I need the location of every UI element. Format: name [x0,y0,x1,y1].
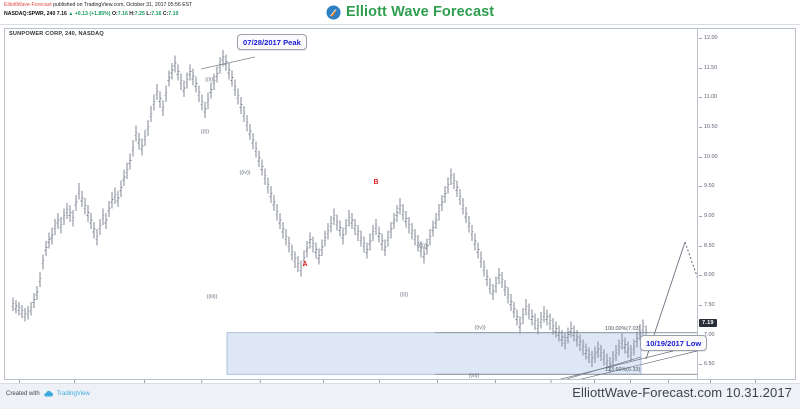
open-label: O: [111,11,118,17]
callout-peak[interactable]: 07/28/2017 Peak [237,34,307,50]
change-value: +0.13 (+1.85%) [74,11,111,17]
fib-level-label: 100.00%(7.03) [605,325,641,332]
site-stamp: ElliottWave-Forecast.com 10.31.2017 [572,385,792,400]
last-price-tag: 7.19 [699,319,717,328]
y-axis-tick: 6.50 [699,361,715,368]
fib-level-label: 123.60%(6.33) [605,367,641,374]
created-with-label: Created with [6,390,40,397]
wave-label: ((ii)) [417,243,427,249]
wave-label: ((iii)) [468,373,480,379]
brand-name: Elliott Wave Forecast [346,4,495,20]
close-label: C: [162,11,169,17]
elliott-wave-circle-icon [326,4,341,20]
y-axis-tick: 10.50 [699,123,718,130]
y-axis-tick: 12.00 [699,34,718,41]
close-value: 7.19 [168,11,179,17]
wave-label: ((iv)) [474,325,486,331]
wave-label: ((i)) [399,292,409,298]
tradingview-topbar: ElliottWave-Forecast published on Tradin… [0,0,800,25]
price-series-svg [11,49,697,379]
wave-label: ((iv)) [239,170,251,176]
wave-label: A [302,261,308,268]
last-price: 7.16 [56,11,67,17]
interval-label[interactable]: 240 [46,11,56,17]
callout-low[interactable]: 10/19/2017 Low [640,335,708,351]
published-text: published on TradingView.com, October 31… [53,2,193,8]
page-footer: Created with TradingView ElliottWave-For… [0,383,800,409]
wave-label: ((i)) [200,129,210,135]
chart-symbol-label: SUNPOWER CORP, 240, NASDAQ [9,31,104,37]
up-arrow-icon: ▲ [68,11,74,17]
tradingview-link[interactable]: TradingView [56,390,90,397]
y-axis-tick: 9.00 [699,212,715,219]
y-axis-tick: 7.50 [699,301,715,308]
low-value: 7.16 [151,11,162,17]
wave-label: ((ii)) [205,77,215,83]
chart-plot-area[interactable] [5,29,697,379]
brand-logo[interactable]: Elliott Wave Forecast [326,2,494,22]
high-value: 7.25 [134,11,145,17]
y-axis-tick: 11.50 [698,64,718,71]
y-axis-tick: 8.00 [699,272,715,279]
price-chart[interactable]: SUNPOWER CORP, 240, NASDAQ 12.00 11.50 11.… [4,28,796,396]
y-axis-tick: 10.00 [699,153,718,160]
symbol-ticker[interactable]: NASDAQ:SPWR [4,11,44,17]
y-axis[interactable]: 12.00 11.50 11.00 10.50 10.00 9.50 9.00 8.50 8.0… [697,29,795,379]
tradingview-cloud-icon [44,390,53,397]
y-axis-tick: 9.50 [699,183,715,190]
chart-meta: ElliottWave-Forecast published on Tradin… [4,2,193,17]
high-label: H: [129,11,135,17]
wave-label: ((iii)) [206,294,218,300]
wave-label: B [373,179,379,186]
y-axis-tick: 8.50 [699,242,715,249]
source-link[interactable]: ElliottWave-Forecast [4,2,52,8]
open-value: 7.16 [117,11,128,17]
low-label: L: [146,11,152,17]
y-axis-tick: 11.00 [698,94,718,101]
created-with-block: Created with TradingView [6,390,90,397]
